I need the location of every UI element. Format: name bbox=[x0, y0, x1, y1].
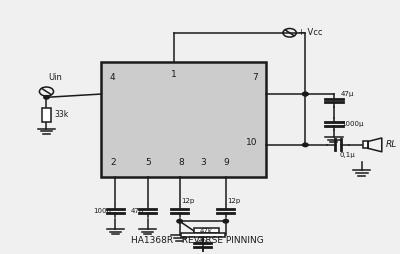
Text: 47k: 47k bbox=[200, 228, 213, 234]
Bar bbox=[101, 62, 266, 177]
Text: 7: 7 bbox=[252, 73, 258, 82]
Bar bbox=[362, 141, 368, 148]
Text: 9: 9 bbox=[224, 158, 230, 167]
Text: 3: 3 bbox=[200, 158, 206, 167]
Text: HA1368R   REVERSE PINNING: HA1368R REVERSE PINNING bbox=[131, 236, 264, 245]
Text: 12p: 12p bbox=[182, 198, 195, 204]
Text: 1: 1 bbox=[171, 70, 177, 80]
Bar bbox=[181, 233, 225, 237]
Text: 47µ: 47µ bbox=[341, 91, 354, 97]
Circle shape bbox=[302, 92, 308, 96]
Text: 33k: 33k bbox=[54, 110, 68, 119]
Text: 1000µ: 1000µ bbox=[341, 121, 364, 127]
Text: + Vcc: + Vcc bbox=[298, 27, 323, 37]
Text: 100µ: 100µ bbox=[94, 208, 112, 214]
Text: 47µ: 47µ bbox=[130, 208, 144, 214]
Circle shape bbox=[302, 92, 308, 96]
Text: 2: 2 bbox=[110, 158, 116, 167]
Circle shape bbox=[177, 219, 182, 223]
Circle shape bbox=[44, 96, 49, 99]
Bar bbox=[42, 108, 51, 122]
Text: 8: 8 bbox=[178, 158, 184, 167]
Text: Uin: Uin bbox=[48, 73, 62, 82]
Text: 0,1µ: 0,1µ bbox=[340, 152, 356, 158]
Text: 10: 10 bbox=[246, 138, 258, 147]
Text: 4: 4 bbox=[110, 73, 116, 82]
Bar bbox=[194, 229, 219, 233]
Circle shape bbox=[223, 219, 228, 223]
Text: RL: RL bbox=[386, 140, 397, 149]
Text: 5: 5 bbox=[146, 158, 151, 167]
Text: 47k: 47k bbox=[196, 240, 209, 246]
Text: 12p: 12p bbox=[228, 198, 241, 204]
Circle shape bbox=[302, 143, 308, 147]
